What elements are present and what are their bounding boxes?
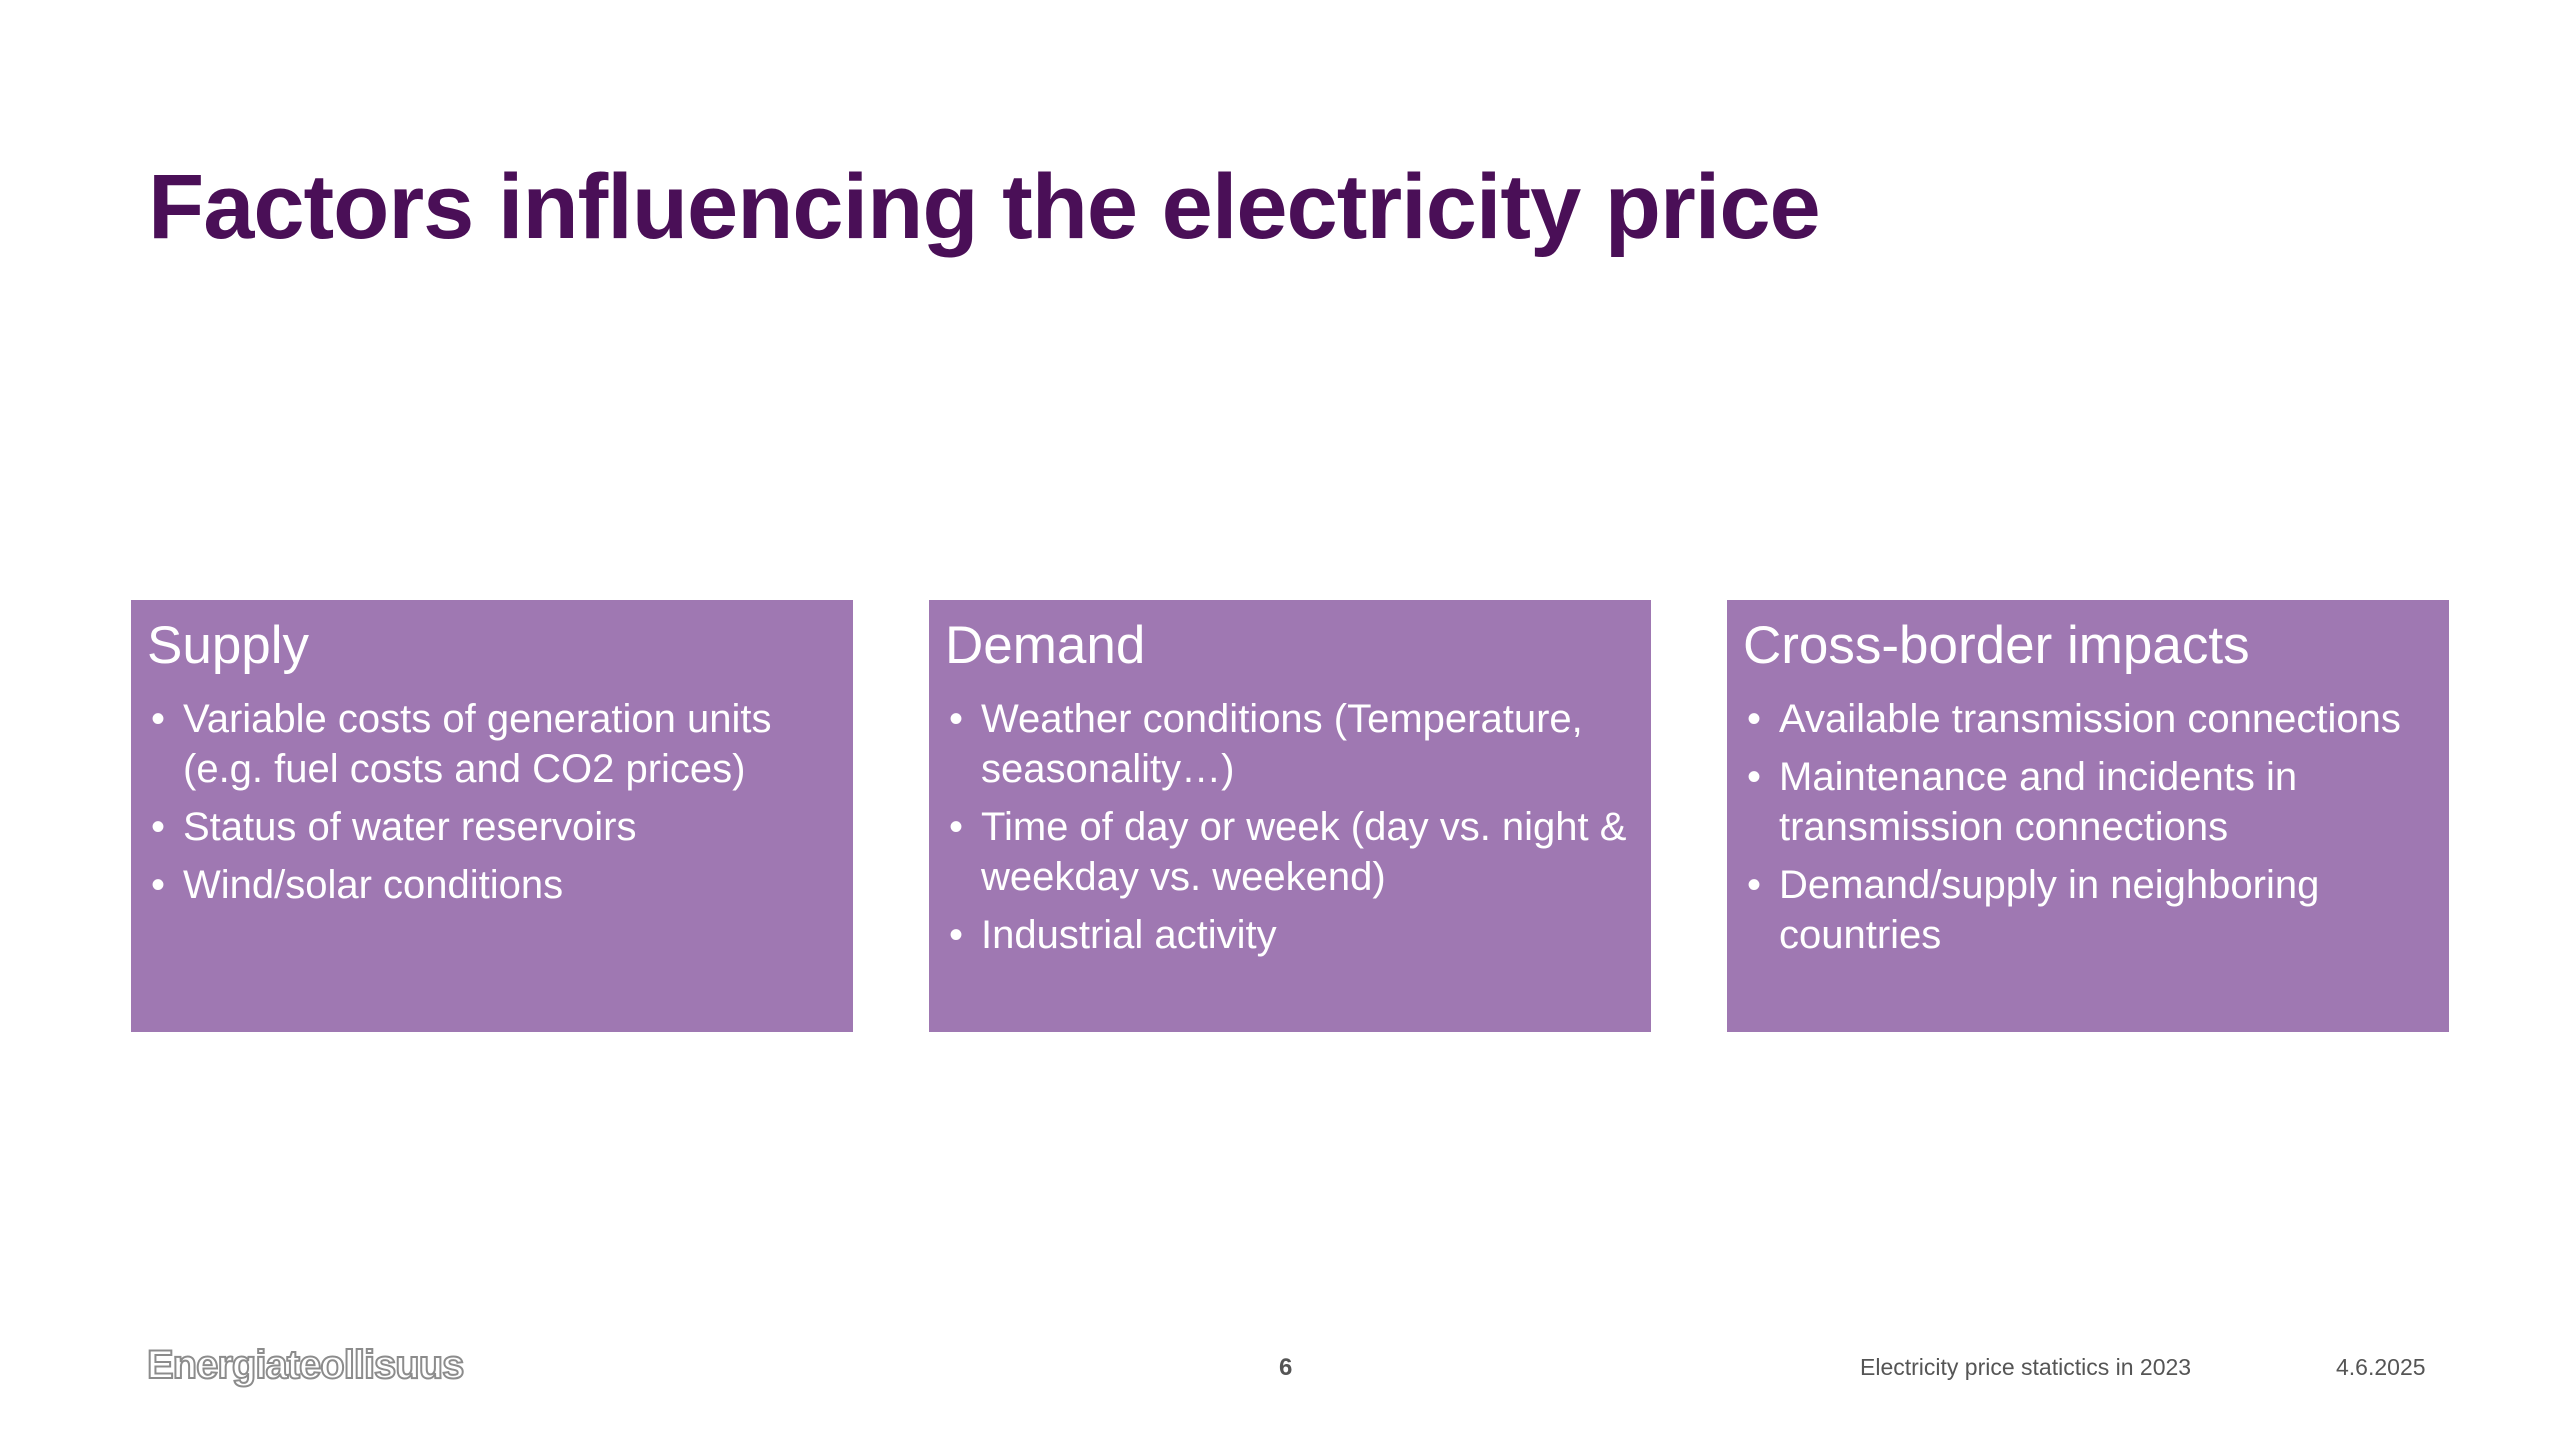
cross-border-heading: Cross-border impacts xyxy=(1743,616,2250,675)
list-item: • Status of water reservoirs xyxy=(147,802,837,852)
bullet-icon: • xyxy=(1747,863,1762,907)
supply-heading: Supply xyxy=(147,616,310,675)
list-item: • Weather conditions (Temperature, season… xyxy=(945,694,1635,794)
company-logo: Energiateollisuus xyxy=(146,1342,465,1388)
bullet-icon: • xyxy=(151,697,166,741)
supply-box: Supply • Variable costs of generation uni… xyxy=(131,600,853,1032)
list-item: • Wind/solar conditions xyxy=(147,860,837,910)
page-number: 6 xyxy=(1279,1354,1293,1381)
bullet-icon: • xyxy=(949,805,964,849)
list-item: • Demand/supply in neighboring countries xyxy=(1743,860,2433,960)
demand-box: Demand • Weather conditions (Temperature,… xyxy=(929,600,1651,1032)
demand-heading: Demand xyxy=(945,616,1146,675)
cross-border-list: • Available transmission connections • Mai… xyxy=(1743,694,2433,960)
bullet-icon: • xyxy=(1747,697,1762,741)
list-item-text: Available transmission connections xyxy=(1779,697,2401,741)
bullet-icon: • xyxy=(151,805,166,849)
slide-title: Factors influencing the electricity pric… xyxy=(148,156,1821,258)
list-item: • Time of day or week (day vs. night & we… xyxy=(945,802,1635,902)
list-item-text: Variable costs of generation units (e.g.… xyxy=(183,697,772,791)
demand-list: • Weather conditions (Temperature, season… xyxy=(945,694,1635,960)
slide-date: 4.6.2025 xyxy=(2336,1354,2426,1380)
bullet-icon: • xyxy=(949,697,964,741)
bullet-icon: • xyxy=(1747,755,1762,799)
list-item-text: Industrial activity xyxy=(981,913,1277,957)
list-item: • Variable costs of generation units (e.g… xyxy=(147,694,837,794)
list-item-text: Status of water reservoirs xyxy=(183,805,637,849)
cross-border-box: Cross-border impacts • Available transmis… xyxy=(1727,600,2449,1032)
list-item-text: Weather conditions (Temperature, seasona… xyxy=(981,697,1583,791)
list-item-text: Demand/supply in neighboring countries xyxy=(1779,863,2320,957)
list-item-text: Time of day or week (day vs. night & wee… xyxy=(981,805,1627,899)
list-item: • Industrial activity xyxy=(945,910,1635,960)
list-item-text: Wind/solar conditions xyxy=(183,863,564,907)
supply-list: • Variable costs of generation units (e.g… xyxy=(147,694,837,910)
list-item-text: Maintenance and incidents in transmissio… xyxy=(1779,755,2298,849)
bullet-icon: • xyxy=(151,863,166,907)
list-item: • Available transmission connections xyxy=(1743,694,2433,744)
bullet-icon: • xyxy=(949,913,964,957)
list-item: • Maintenance and incidents in transmissi… xyxy=(1743,752,2433,852)
document-title: Electricity price statictics in 2023 xyxy=(1860,1354,2192,1380)
